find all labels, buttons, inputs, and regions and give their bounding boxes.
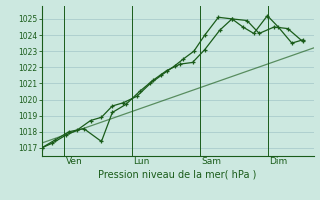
X-axis label: Pression niveau de la mer( hPa ): Pression niveau de la mer( hPa ) — [99, 169, 257, 179]
